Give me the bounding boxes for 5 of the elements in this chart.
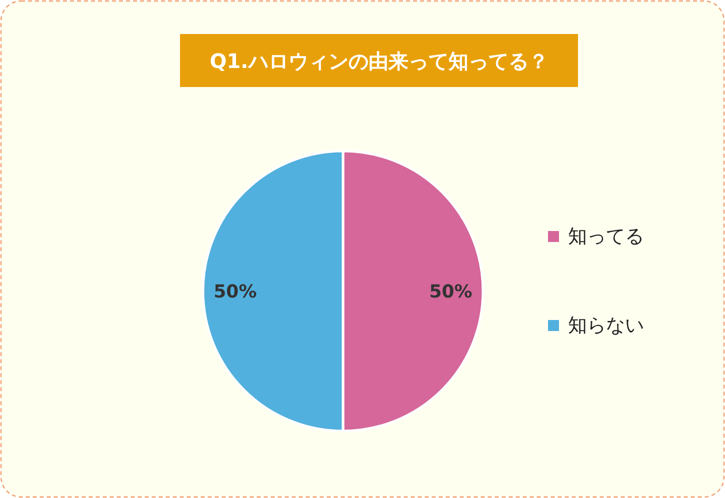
data-label: 50% (214, 281, 257, 302)
legend-label: 知らない (568, 314, 644, 337)
data-label: 50% (429, 281, 472, 302)
legend-label: 知ってる (568, 226, 644, 248)
chart-title: Q1.ハロウィンの由来って知ってる？ (210, 49, 548, 73)
